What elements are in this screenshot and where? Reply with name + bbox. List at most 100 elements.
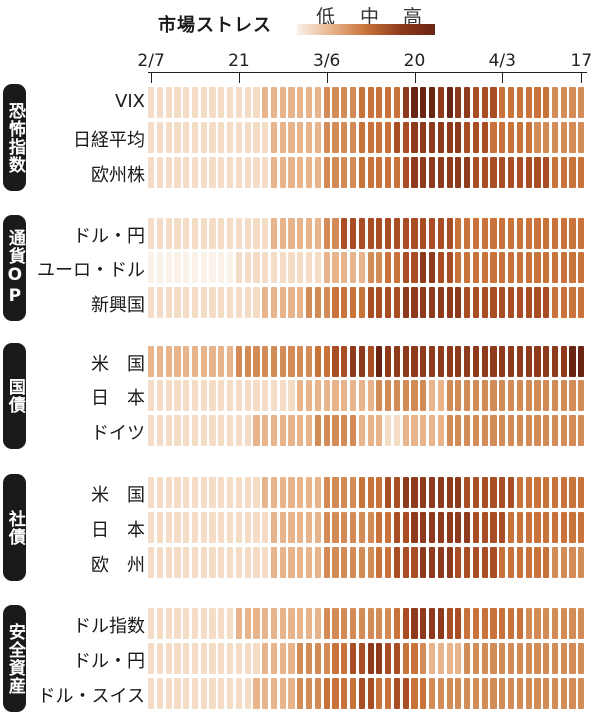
heatmap-cell (507, 380, 515, 411)
group-label: 国債 (3, 343, 26, 449)
heatmap-cell (411, 477, 418, 508)
heatmap-cell (218, 643, 225, 674)
heatmap-cell (446, 122, 453, 153)
heatmap-cell (244, 678, 251, 709)
heatmap-cell (428, 252, 436, 283)
heatmap-cell (446, 477, 453, 508)
heatmap-cell (551, 87, 559, 118)
heatmap-cell (534, 608, 541, 639)
heatmap-cell (253, 678, 260, 709)
heatmap-cell (367, 218, 374, 249)
heatmap-cell (262, 346, 269, 377)
heatmap-cell (270, 157, 278, 188)
heatmap-cell (525, 477, 532, 508)
heatmap-cell (464, 346, 471, 377)
heatmap-cell (569, 346, 576, 377)
heatmap-cell (464, 218, 471, 249)
heatmap-cell (499, 122, 506, 153)
row-label: ドル・円 (73, 226, 145, 247)
heatmap-cell (156, 415, 163, 446)
heatmap-cell (174, 678, 181, 709)
heatmap-cell (297, 157, 304, 188)
heatmap-cell (420, 287, 427, 318)
heatmap-cell (306, 415, 313, 446)
heatmap-cell (420, 346, 427, 377)
heatmap-cell (306, 157, 313, 188)
heatmap-cell (253, 346, 260, 377)
heatmap-cell (464, 122, 471, 153)
heatmap-cell (490, 157, 497, 188)
heatmap-cell (367, 287, 374, 318)
heatmap-cell (455, 252, 462, 283)
heatmap-cell (551, 380, 559, 411)
heatmap-cell (376, 157, 383, 188)
heatmap-cell (209, 87, 216, 118)
heatmap-cell (227, 218, 234, 249)
heatmap-cell (367, 415, 374, 446)
heatmap-cell (227, 477, 234, 508)
heatmap-cell (209, 678, 216, 709)
heatmap-cell (358, 547, 365, 578)
heatmap-cell (551, 415, 559, 446)
heatmap-cell (253, 252, 260, 283)
heatmap-cell (148, 157, 155, 188)
heatmap-cell (191, 547, 199, 578)
heatmap-cell (156, 477, 163, 508)
heatmap-cell (288, 512, 295, 543)
heatmap-cell (165, 608, 172, 639)
heatmap-cell (472, 346, 480, 377)
heatmap-cell (306, 477, 313, 508)
heatmap-cell (367, 252, 374, 283)
heatmap-cell (499, 608, 506, 639)
heatmap-cell (165, 287, 172, 318)
heatmap-cell (262, 678, 269, 709)
row-label: 欧州株 (91, 165, 145, 186)
heatmap-cell (288, 252, 295, 283)
heatmap-cell (349, 678, 357, 709)
heatmap-cell (525, 218, 532, 249)
row-label: 日 本 (91, 388, 145, 409)
heatmap-cell (279, 608, 286, 639)
heatmap-cell (385, 252, 392, 283)
heatmap-cell (349, 218, 357, 249)
heatmap-cell (306, 218, 313, 249)
heatmap-cell (191, 287, 199, 318)
heatmap-cell (235, 87, 242, 118)
heatmap-cell (393, 380, 401, 411)
heatmap-cell (420, 252, 427, 283)
heatmap-cell (270, 643, 278, 674)
heatmap-cell (543, 380, 550, 411)
heatmap-cell (569, 547, 576, 578)
heatmap-cell (297, 252, 304, 283)
heatmap-cell (227, 157, 234, 188)
heatmap-cell (314, 218, 321, 249)
heatmap-cell (402, 122, 409, 153)
heatmap-cell (200, 346, 207, 377)
heatmap-cell (578, 287, 585, 318)
heatmap-cell (402, 512, 409, 543)
heatmap-cell (507, 122, 515, 153)
heatmap-cell (349, 252, 357, 283)
heatmap-cell (314, 122, 321, 153)
heatmap-cell (411, 122, 418, 153)
heatmap-cell (209, 415, 216, 446)
heatmap-cell (490, 87, 497, 118)
heatmap-cell (481, 346, 488, 377)
heatmap-cell (569, 643, 576, 674)
heatmap-cell (455, 477, 462, 508)
heatmap-cell (490, 547, 497, 578)
heatmap-cell (551, 608, 559, 639)
heatmap-cell (358, 157, 365, 188)
heatmap-cell (235, 287, 242, 318)
heatmap-cell (288, 287, 295, 318)
heatmap-cell (288, 415, 295, 446)
heatmap-cell (279, 643, 286, 674)
heatmap-cell (306, 287, 313, 318)
heatmap-cell (270, 287, 278, 318)
heatmap-cell (534, 218, 541, 249)
heatmap-cell (262, 643, 269, 674)
heatmap-cell (481, 87, 488, 118)
heatmap-cell (288, 643, 295, 674)
heatmap-cell (376, 346, 383, 377)
heatmap-cell (183, 643, 190, 674)
